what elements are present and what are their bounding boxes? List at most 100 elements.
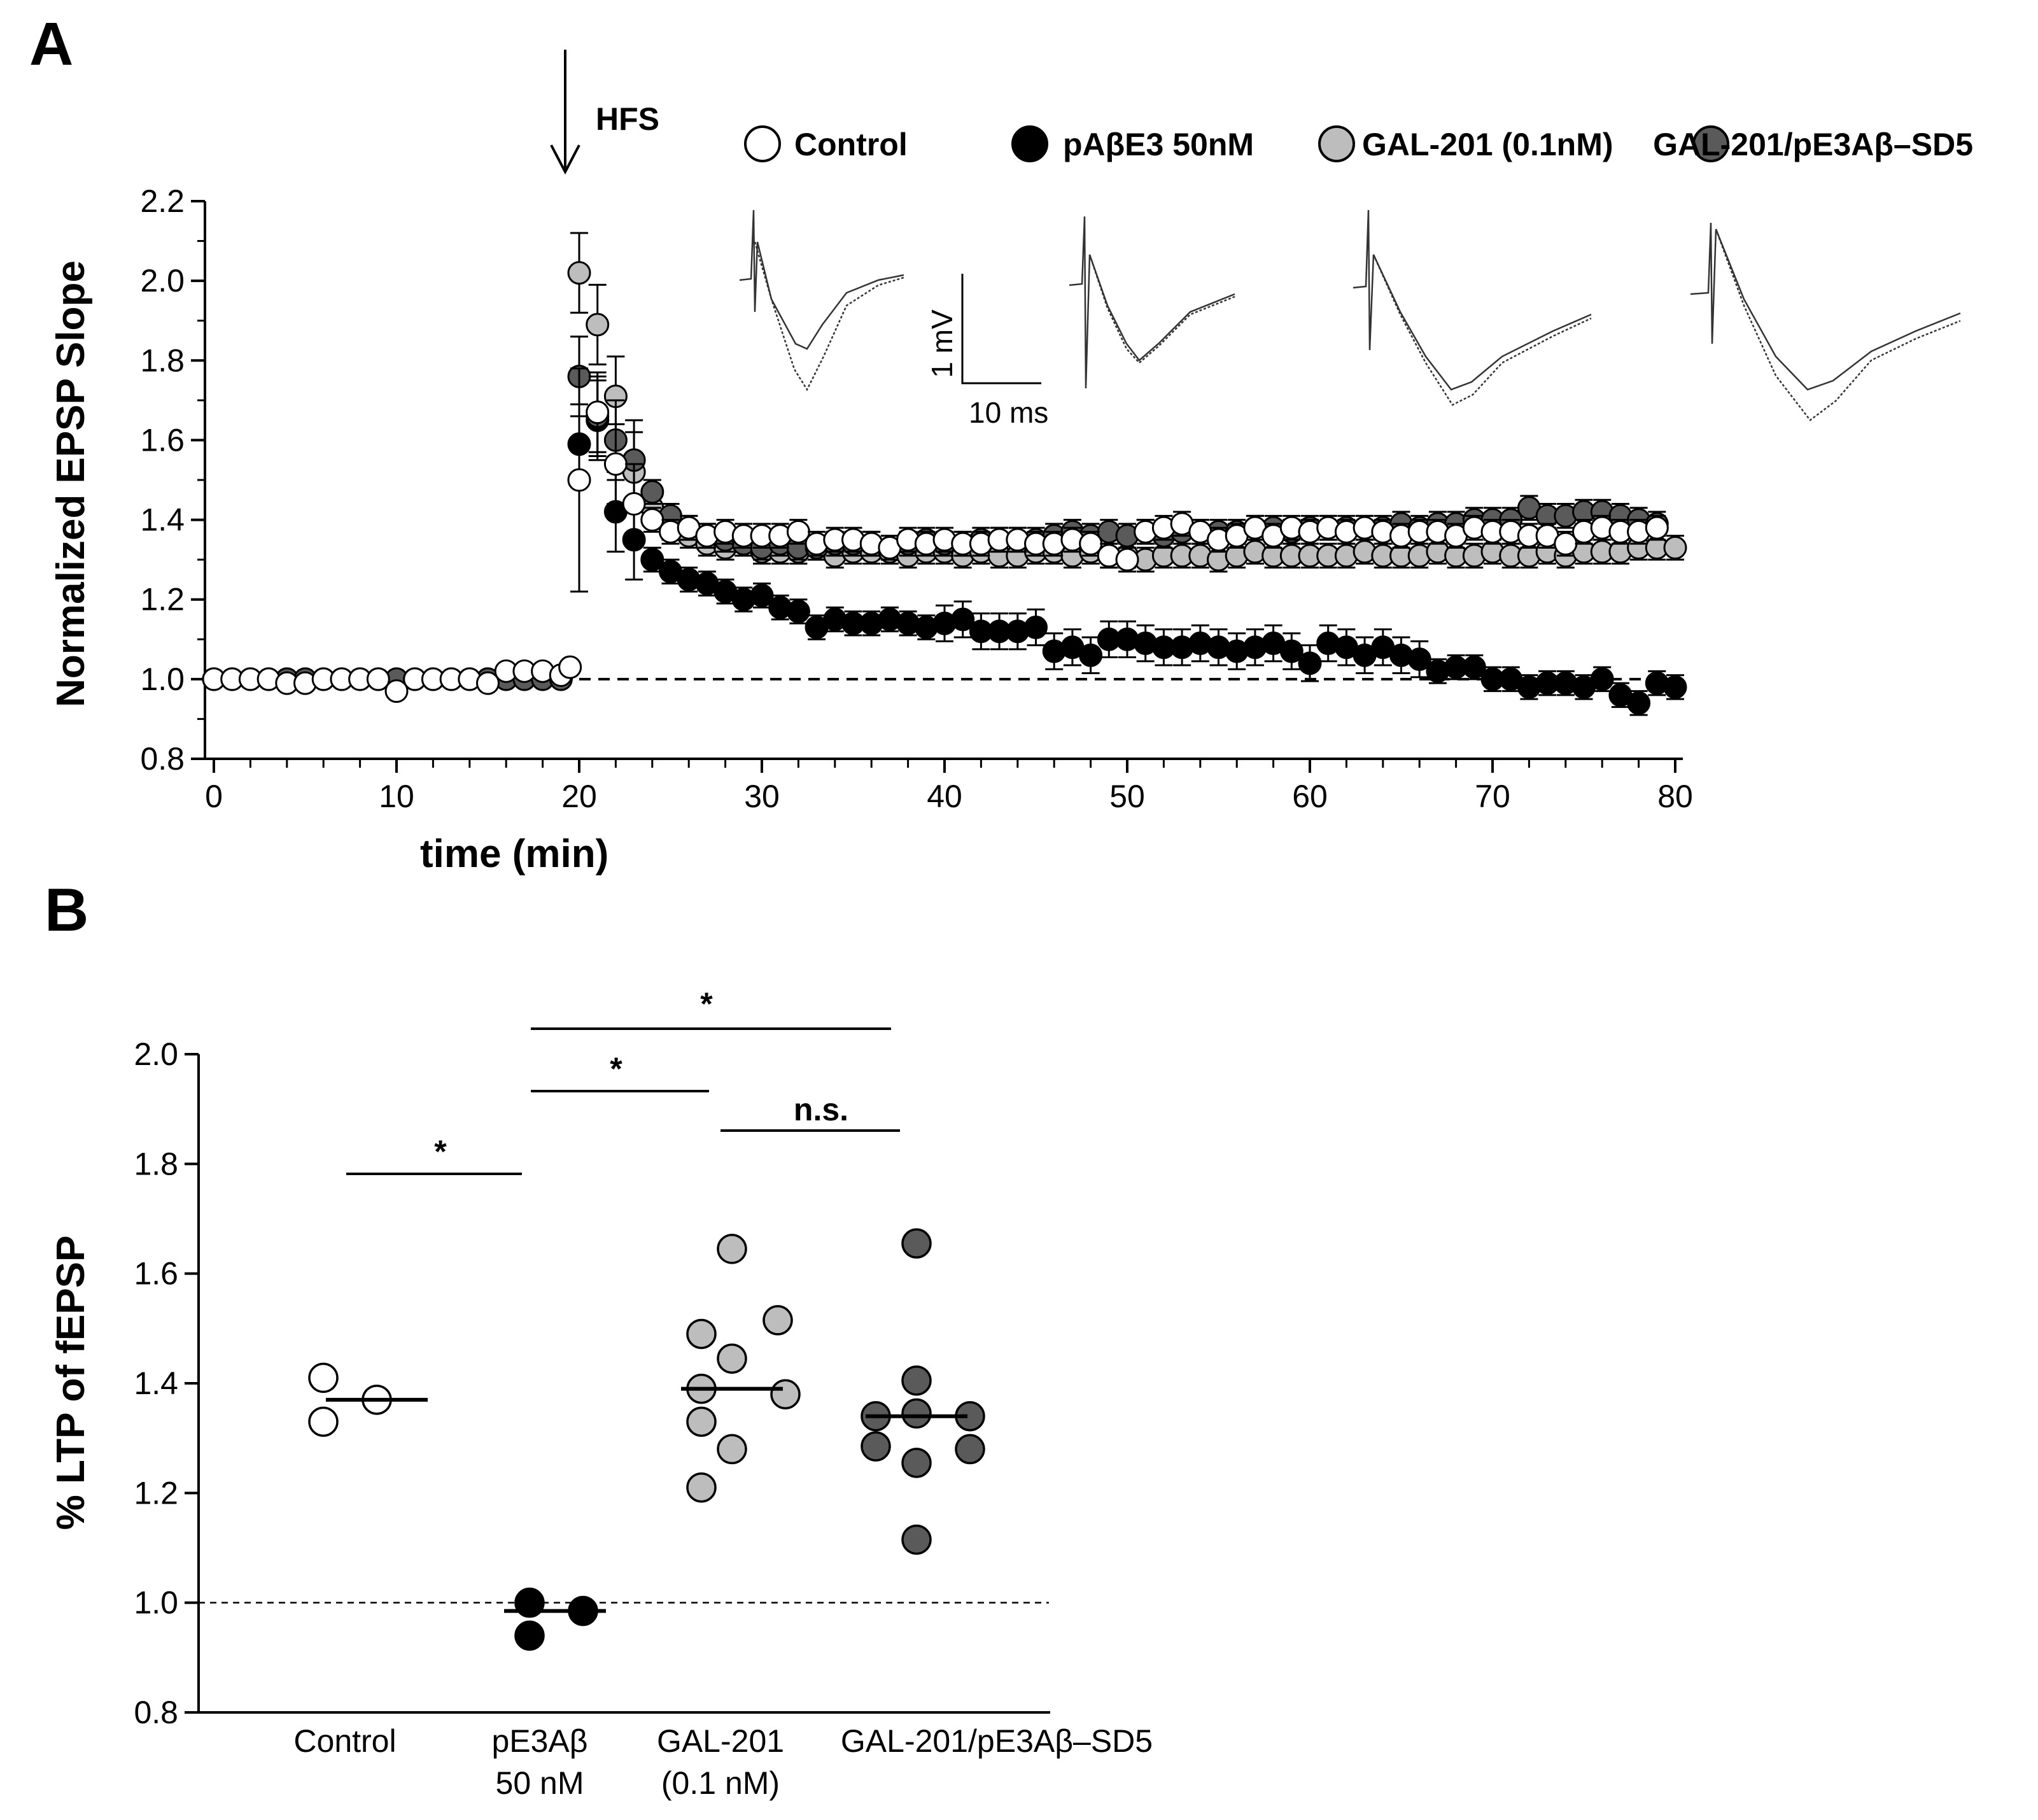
panel-b-y-tick-label: 1.0 (134, 1585, 178, 1621)
data-point (901, 1365, 932, 1396)
panel-a-x-tick-label: 20 (561, 779, 597, 814)
category-0: Control (293, 1362, 428, 1759)
data-point (901, 1524, 932, 1555)
data-point (686, 1406, 717, 1437)
data-point (717, 1343, 747, 1374)
trace-control (739, 209, 904, 392)
data-point (762, 1305, 793, 1336)
panel-a-x-tick-label: 40 (927, 779, 962, 814)
panel-a-legend: Control pAβE3 50nM GAL-201 (0.1nM) GAL-2… (744, 125, 1973, 162)
panel-a-x-ticks: 0 10 20 30 40 50 60 70 80 (205, 759, 1693, 814)
panel-a-y-tick-label: 1.0 (140, 661, 185, 697)
panel-a-x-tick-label: 80 (1657, 779, 1693, 814)
data-point (586, 313, 610, 337)
data-point (686, 1472, 717, 1503)
panel-b-chart: 0.81.01.21.41.61.82.0 % LTP of fEPSP ***… (49, 986, 1153, 1801)
data-point (901, 1448, 932, 1478)
data-point (640, 480, 664, 504)
panel-a-y-tick-label: 0.8 (140, 741, 185, 777)
data-point (308, 1406, 339, 1437)
panel-b-y-tick-label: 1.2 (134, 1475, 178, 1511)
series-0 (202, 367, 1669, 703)
panel-b-y-tick-label: 1.8 (134, 1146, 178, 1182)
significance-label: * (610, 1051, 622, 1087)
panel-b-letter: B (45, 876, 88, 944)
panel-a-y-tick-label: 1.6 (140, 422, 185, 458)
data-point (603, 452, 628, 476)
trace-gal201 (1353, 209, 1592, 406)
category-label: GAL-201 (657, 1723, 784, 1759)
panel-a-x-title: time (min) (420, 832, 608, 876)
data-point (476, 671, 500, 695)
panel-b-categories: Control pE3Aβ 50 nM GAL-201 (0.1 nM) GAL-201/… (293, 1228, 1153, 1801)
data-point (1627, 691, 1651, 715)
panel-a-y-tick-label: 2.2 (140, 183, 185, 219)
panel-a-y-tick-label: 1.4 (140, 502, 185, 538)
data-point (1115, 547, 1139, 572)
data-point (514, 1620, 545, 1651)
category-3: GAL-201/pE3Aβ–SD5 (841, 1228, 1153, 1759)
significance-bar: * (346, 1134, 522, 1175)
trace-pae3 (1069, 216, 1235, 389)
data-point (1298, 651, 1322, 675)
data-point (717, 1434, 747, 1465)
panel-a-series (202, 232, 1687, 716)
legend-label-gal201: GAL-201 (0.1nM) (1362, 127, 1613, 162)
category-label-line2: (0.1 nM) (661, 1765, 780, 1801)
panel-a-x-tick-label: 0 (205, 779, 223, 814)
data-point (567, 261, 591, 285)
hfs-label: HFS (596, 101, 659, 137)
panel-b-y-tick-label: 1.4 (134, 1365, 178, 1401)
significance-label: * (434, 1134, 447, 1169)
data-point (1079, 643, 1103, 667)
data-point (586, 400, 610, 425)
panel-a-y-title: Normalized EPSP Slope (49, 260, 93, 707)
panel-a-x-tick-label: 70 (1475, 779, 1510, 814)
series-3 (202, 335, 1669, 691)
legend-marker-gal201 (1318, 125, 1355, 162)
category-1: pE3Aβ 50 nM (491, 1587, 606, 1801)
significance-bar: n.s. (720, 1092, 900, 1132)
data-point (308, 1362, 339, 1393)
data-point (558, 655, 582, 679)
category-label: Control (293, 1723, 396, 1759)
data-point (901, 1398, 932, 1429)
legend-label-pae3: pAβE3 50nM (1063, 127, 1254, 162)
category-label: pE3Aβ (491, 1723, 587, 1759)
legend-marker-control (744, 125, 781, 162)
data-point (384, 679, 409, 703)
data-point (951, 607, 975, 631)
trace-combo (1690, 222, 1961, 421)
data-point (686, 1318, 717, 1350)
data-point (567, 468, 591, 492)
data-point (955, 1434, 985, 1465)
data-point (861, 1431, 891, 1462)
data-point (1024, 616, 1048, 640)
panel-a-y-ticks: 0.8 1.0 1.2 1.4 1.6 1.8 2.0 2.2 (140, 183, 205, 777)
data-point (622, 492, 646, 516)
significance-bar: * (531, 1051, 709, 1092)
scale-bar-lines (961, 274, 1041, 384)
panel-b-y-title: % LTP of fEPSP (49, 1236, 93, 1530)
panel-a-x-tick-label: 30 (744, 779, 780, 814)
data-point (366, 667, 390, 691)
panel-b-y-tick-label: 0.8 (134, 1695, 178, 1730)
panel-b-y-ticks: 0.8 1.0 1.2 1.4 1.6 1.8 2.0 (134, 1036, 199, 1730)
legend-label-combo: GAL-201/pE3Aβ–SD5 (1653, 127, 1973, 162)
panel-a-x-tick-label: 10 (379, 779, 414, 814)
panel-b-y-tick-label: 2.0 (134, 1036, 178, 1072)
significance-label: n.s. (794, 1092, 848, 1127)
data-point (1663, 675, 1687, 699)
scale-bar-h-label: 10 ms (969, 396, 1048, 429)
scale-bar-v-label: 1 mV (925, 309, 959, 378)
category-label: GAL-201/pE3Aβ–SD5 (841, 1723, 1153, 1759)
legend-marker-combo (1692, 125, 1729, 162)
data-point (717, 1234, 747, 1264)
significance-label: * (700, 986, 713, 1022)
legend-marker-pae3 (1011, 125, 1048, 162)
data-point (901, 1228, 932, 1259)
panel-a-x-tick-label: 60 (1292, 779, 1328, 814)
significance-bar: * (531, 986, 891, 1030)
scale-bar: 1 mV 10 ms (925, 274, 1048, 429)
